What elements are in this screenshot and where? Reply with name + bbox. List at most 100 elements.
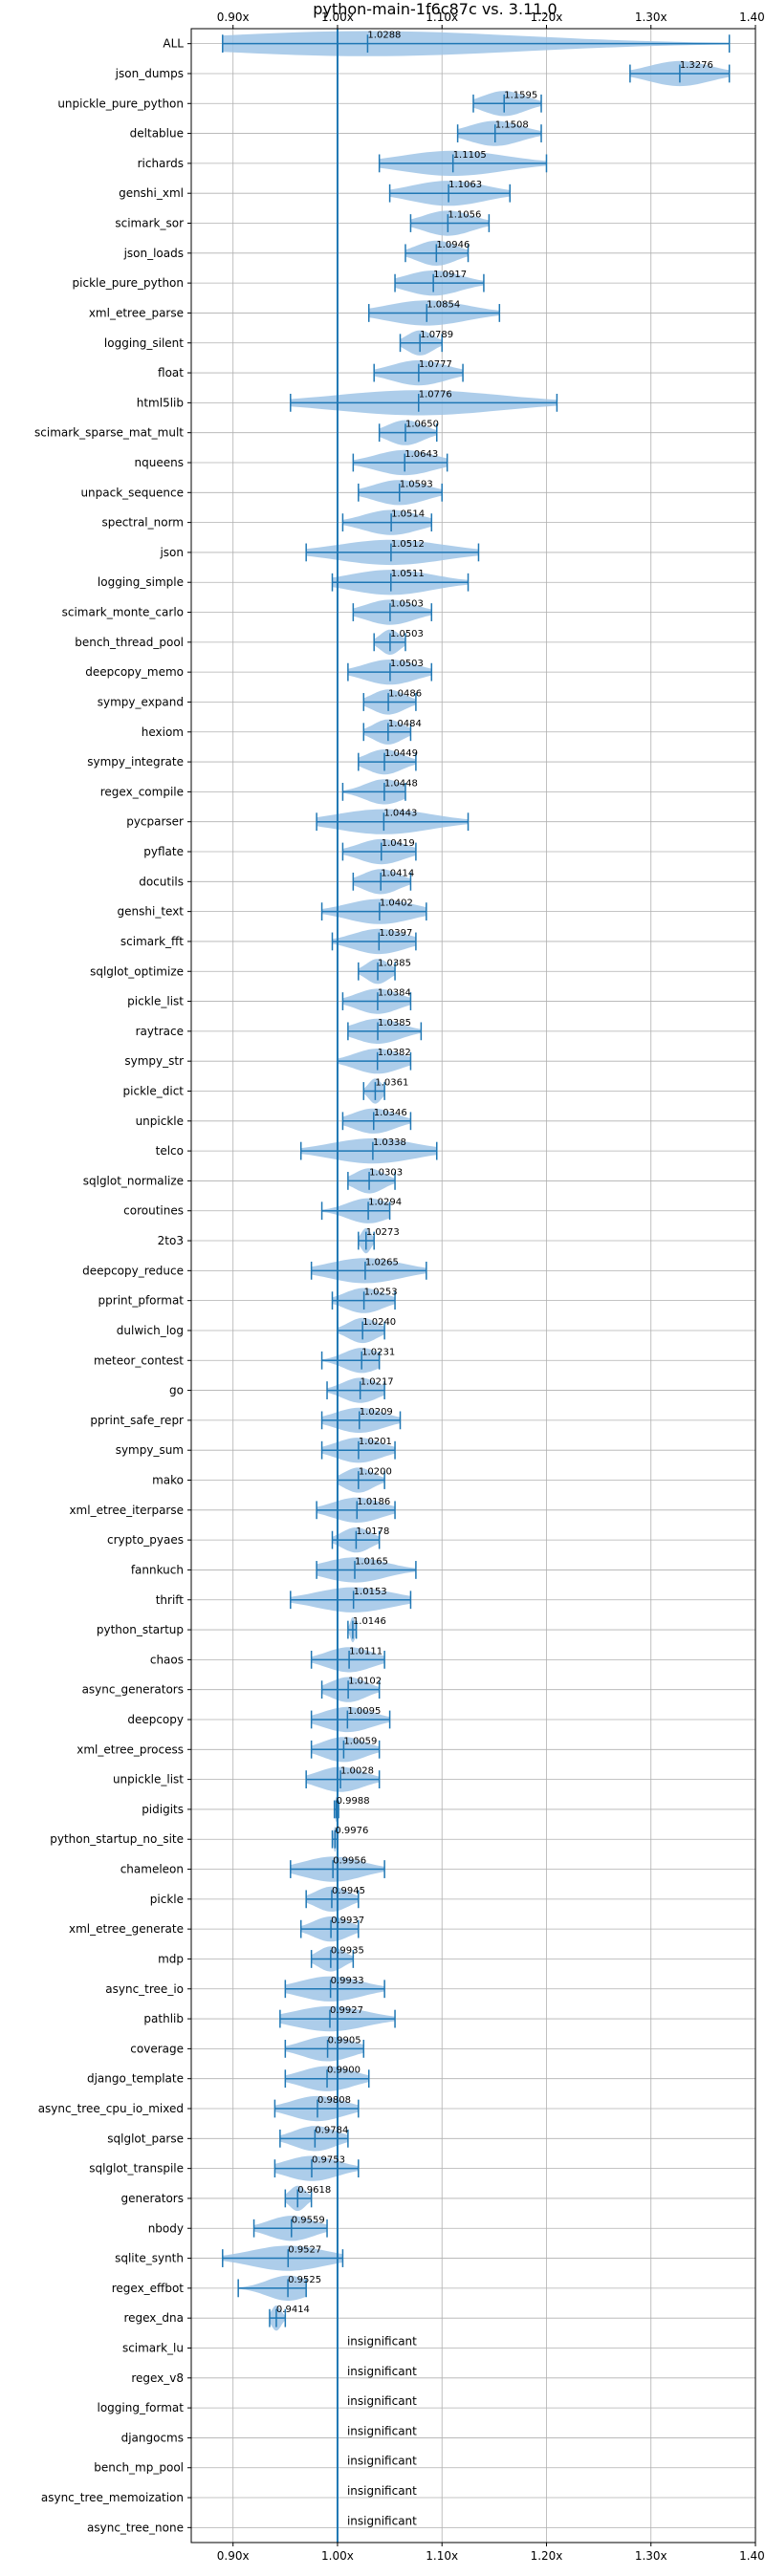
benchmark-label: pyflate	[143, 845, 184, 858]
value-label: 1.1508	[495, 120, 529, 131]
value-label: 1.0397	[379, 928, 412, 939]
benchmark-label: logging_format	[97, 2401, 184, 2414]
value-label: 0.9933	[331, 1976, 364, 1986]
benchmark-label: raytrace	[136, 1025, 184, 1038]
value-label: 1.0153	[354, 1587, 387, 1597]
benchmark-label: pathlib	[143, 2012, 184, 2025]
value-label: 1.3276	[680, 60, 713, 71]
benchmark-label: async_generators	[82, 1683, 184, 1697]
benchmark-label: sympy_sum	[116, 1443, 184, 1457]
benchmark-label: generators	[120, 2192, 184, 2205]
value-label: 0.9784	[315, 2125, 348, 2135]
benchmark-label: coroutines	[123, 1204, 184, 1218]
benchmark-label: sqlglot_normalize	[83, 1174, 184, 1187]
benchmark-label: spectral_norm	[101, 516, 184, 530]
value-label: 0.9525	[288, 2275, 321, 2285]
value-label: 1.0402	[380, 898, 413, 909]
x-tick-label-top: 1.40x	[739, 11, 765, 24]
benchmark-label: chaos	[150, 1653, 184, 1666]
benchmark-label: xml_etree_parse	[89, 306, 184, 319]
value-label: 1.0385	[378, 958, 411, 968]
value-label: 1.0650	[405, 420, 439, 430]
benchmark-label: deltablue	[130, 127, 184, 141]
x-tick-label-bottom: 1.40x	[739, 2549, 765, 2563]
benchmark-label: coverage	[130, 2042, 184, 2055]
value-label: 1.0111	[349, 1646, 382, 1656]
benchmark-label: meteor_contest	[94, 1353, 184, 1367]
benchmark-label: unpickle	[136, 1115, 184, 1128]
benchmark-label: pickle_pure_python	[73, 276, 184, 290]
x-tick-label-bottom: 0.90x	[217, 2549, 250, 2563]
insignificant-label: insignificant	[347, 2394, 417, 2408]
value-label: 1.0059	[343, 1736, 377, 1746]
value-label: 1.0503	[390, 659, 424, 669]
value-label: 1.0178	[356, 1526, 389, 1537]
value-label: 0.9988	[337, 1796, 370, 1807]
benchmark-label: mdp	[158, 1952, 184, 1965]
marks-layer	[222, 34, 731, 2327]
benchmark-label: sympy_expand	[98, 695, 184, 708]
benchmark-label: python_startup	[97, 1623, 184, 1636]
benchmark-label: html5lib	[137, 396, 184, 409]
insignificant-label: insignificant	[347, 2514, 417, 2527]
benchmark-label: xml_etree_iterparse	[69, 1504, 184, 1517]
benchmark-label: unpack_sequence	[80, 486, 184, 499]
value-label: 1.0231	[361, 1347, 395, 1357]
x-tick-label-bottom: 1.00x	[321, 2549, 354, 2563]
value-label: 1.0643	[404, 449, 438, 460]
benchmark-label: pickle	[150, 1893, 184, 1906]
value-label: 0.9414	[276, 2305, 310, 2315]
value-label: 1.0414	[381, 868, 414, 878]
x-tick-label-bottom: 1.10x	[426, 2549, 458, 2563]
insignificant-label: insignificant	[347, 2455, 417, 2468]
benchmark-label: genshi_text	[118, 905, 185, 919]
value-label: 1.0209	[360, 1407, 393, 1418]
value-label: 1.0028	[340, 1766, 374, 1777]
benchmark-label: deepcopy_memo	[85, 665, 184, 679]
benchmark-label: chameleon	[120, 1863, 184, 1876]
value-label: 0.9976	[335, 1826, 368, 1836]
benchmark-label: async_tree_cpu_io_mixed	[38, 2102, 184, 2115]
benchmark-label: scimark_lu	[122, 2341, 184, 2354]
value-label: 1.0382	[378, 1048, 411, 1058]
x-tick-label-top: 1.10x	[426, 11, 458, 24]
value-label: 1.0448	[384, 778, 418, 789]
value-label: 1.0294	[368, 1198, 402, 1208]
value-label: 1.0593	[400, 479, 433, 489]
benchmark-label: async_tree_io	[105, 1982, 184, 1996]
value-label: 1.0503	[390, 599, 424, 610]
value-label: 0.9808	[317, 2095, 351, 2106]
benchmark-label: mako	[152, 1474, 184, 1487]
benchmark-label: djangocms	[121, 2431, 184, 2444]
benchmark-label: bench_thread_pool	[75, 636, 184, 649]
insignificant-label: insignificant	[347, 2334, 417, 2348]
value-label: 1.0514	[391, 509, 425, 520]
value-label: 0.9937	[331, 1916, 364, 1926]
value-label: 0.9935	[331, 1945, 364, 1956]
benchmark-label: docutils	[139, 875, 184, 888]
value-label: 0.9956	[333, 1856, 366, 1867]
benchmark-label: pickle_dict	[123, 1084, 185, 1097]
benchmark-label: logging_simple	[98, 575, 184, 589]
value-label: 1.0200	[359, 1467, 392, 1478]
benchmark-label: xml_etree_generate	[69, 1922, 184, 1936]
value-label: 1.0484	[388, 719, 422, 729]
value-label: 1.0240	[362, 1317, 396, 1328]
value-label: 0.9905	[328, 2035, 361, 2046]
benchmark-label: ALL	[163, 37, 184, 51]
benchmark-label: float	[158, 366, 184, 379]
value-label: 1.0165	[355, 1556, 388, 1567]
value-label: 1.0503	[390, 629, 424, 639]
benchmark-label: bench_mp_pool	[94, 2461, 184, 2475]
benchmark-label: xml_etree_process	[76, 1743, 184, 1756]
benchmark-label: sqlglot_optimize	[90, 964, 184, 978]
value-label: 1.0201	[359, 1437, 392, 1447]
benchmark-label: sympy_integrate	[87, 755, 184, 768]
x-tick-label-bottom: 1.30x	[635, 2549, 667, 2563]
benchmark-label: genshi_xml	[119, 186, 184, 200]
value-label: 0.9618	[297, 2185, 331, 2196]
benchmark-label: json	[159, 546, 184, 559]
benchmark-label: pycparser	[126, 815, 184, 829]
benchmark-label: thrift	[156, 1593, 185, 1607]
value-label: 1.0288	[367, 31, 401, 41]
